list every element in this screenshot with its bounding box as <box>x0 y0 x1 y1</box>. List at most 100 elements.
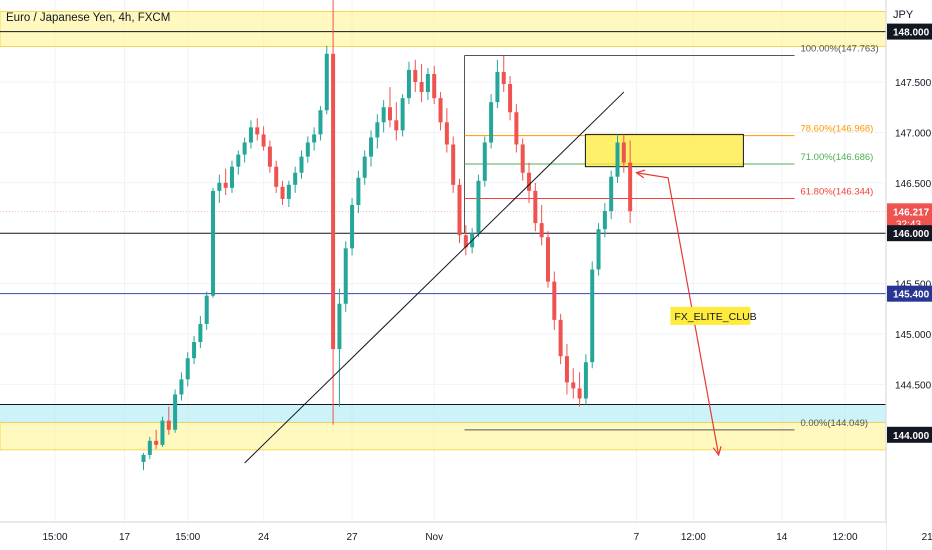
candle-body <box>179 379 184 395</box>
candle-body <box>400 98 405 131</box>
candle-body <box>520 144 525 173</box>
price-axis-background[interactable] <box>886 0 932 550</box>
candle-body <box>508 84 513 113</box>
candle-body <box>609 176 614 212</box>
candle-body <box>166 420 171 430</box>
candle-body <box>255 127 260 135</box>
fib-level-label: 61.80%(146.344) <box>800 187 873 198</box>
candle-body <box>394 120 399 131</box>
candle-body <box>261 134 266 147</box>
price-label-box <box>887 426 932 443</box>
candle-body <box>596 229 601 270</box>
candle-body <box>419 82 424 93</box>
symbol-title: Euro / Japanese Yen, 4h, FXCM <box>6 12 170 24</box>
candle-body <box>299 156 304 173</box>
candle-body <box>381 107 386 123</box>
candle-body <box>583 362 588 399</box>
candles <box>141 0 633 471</box>
candle-body <box>406 69 411 99</box>
time-tick-label: 17 <box>119 532 131 543</box>
candle-body <box>242 142 247 155</box>
candle-body <box>192 342 197 359</box>
candle-body <box>141 454 146 463</box>
candle-body <box>236 154 241 167</box>
candle-body <box>204 295 209 324</box>
candle-body <box>628 162 633 212</box>
price-label-text: 146.000 <box>893 229 930 240</box>
candle-body <box>198 323 203 343</box>
candle-body <box>552 281 557 320</box>
candle-body <box>160 420 165 445</box>
candle-body <box>229 166 234 188</box>
price-label-text: 145.400 <box>893 290 930 301</box>
candle-body <box>577 388 582 399</box>
target-zone-box[interactable] <box>584 133 744 168</box>
horizontal-lines <box>0 31 886 406</box>
fib-level-label: 71.00%(146.686) <box>800 152 873 163</box>
candle-body <box>343 248 348 304</box>
target-box[interactable] <box>584 133 744 168</box>
trendline[interactable] <box>244 91 625 464</box>
candle-body <box>147 440 152 455</box>
annotation-background[interactable] <box>670 306 751 325</box>
candle-body <box>602 211 607 230</box>
arrow-start-head[interactable] <box>635 169 646 179</box>
candle-body <box>590 269 595 363</box>
candle-body <box>539 223 544 238</box>
candle-body <box>564 356 569 383</box>
candle-body <box>463 235 468 248</box>
zones <box>0 11 887 451</box>
time-tick-label: 27 <box>346 532 358 543</box>
candle-body <box>217 182 222 191</box>
time-tick-label: 7 <box>634 532 640 543</box>
candle-body <box>501 71 506 85</box>
price-tick-label: 146.500 <box>895 179 932 190</box>
price-axis-ticks: 145.000 145.500 146.500 147.000 147.500 144.5… <box>895 78 932 391</box>
projection-arrow[interactable] <box>635 169 722 457</box>
candle-body <box>280 186 285 199</box>
candle-body <box>173 394 178 430</box>
candle-body <box>267 146 272 167</box>
candle-body <box>375 122 380 138</box>
trendline-line[interactable] <box>244 91 625 464</box>
price-tick-label: 145.500 <box>895 280 932 291</box>
annotation[interactable]: FX_ELITE_CLUB <box>670 306 757 325</box>
candle-body <box>451 144 456 185</box>
time-tick-label: Nov <box>425 532 443 543</box>
candle-body <box>425 73 430 93</box>
candle-body <box>248 127 253 143</box>
candle-body <box>369 137 374 157</box>
candle-body <box>621 142 626 163</box>
time-tick-label: 15:00 <box>175 532 200 543</box>
arrow-head[interactable] <box>712 446 722 457</box>
price-tick-label: 145.000 <box>895 330 932 341</box>
candle-body <box>154 440 159 445</box>
candle-body <box>457 184 462 236</box>
candle-body <box>305 142 310 157</box>
candle-body <box>274 166 279 187</box>
time-tick-label: 12:00 <box>833 532 858 543</box>
time-tick-label: 24 <box>258 532 270 543</box>
candle-body <box>615 142 620 177</box>
price-label-countdown: 32:43 <box>896 219 921 230</box>
candle-body <box>558 319 563 357</box>
time-axis-background[interactable] <box>0 522 886 550</box>
fib-level-label: 100.00%(147.763) <box>800 43 878 54</box>
price-label-text: 146.217 <box>893 207 930 218</box>
time-tick-label: 21 <box>922 532 932 543</box>
time-tick-label: 15:00 <box>43 532 68 543</box>
candle-body <box>482 142 487 181</box>
candle-body <box>514 112 519 145</box>
price-tick-label: 147.000 <box>895 128 932 139</box>
zone-band <box>0 404 886 423</box>
candle-body <box>337 303 342 350</box>
candle-body <box>476 180 481 234</box>
zone-band <box>0 422 887 451</box>
price-tick-label: 144.500 <box>895 380 932 391</box>
time-tick-label: 14 <box>776 532 788 543</box>
price-tick-label: 147.500 <box>895 78 932 89</box>
arrow-path[interactable] <box>636 172 720 456</box>
annotation-text: FX_ELITE_CLUB <box>674 311 756 323</box>
